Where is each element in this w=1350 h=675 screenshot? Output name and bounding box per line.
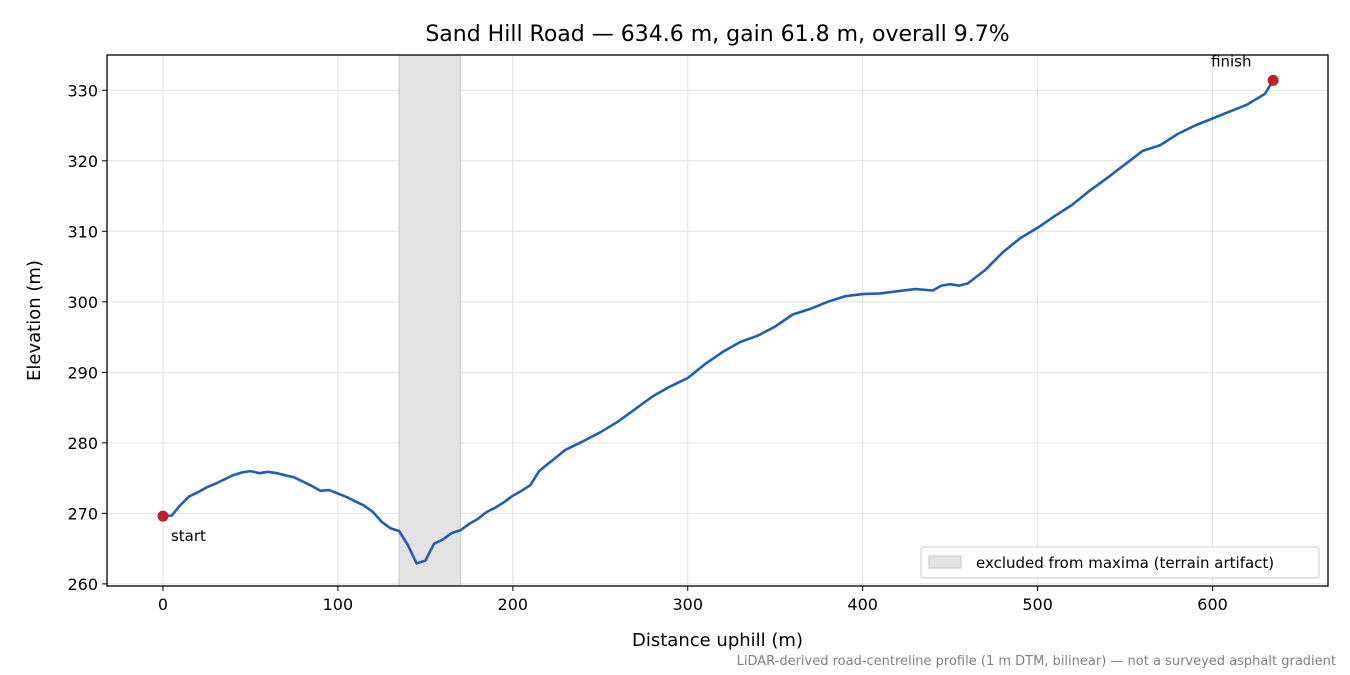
y-tick-label: 270 <box>67 504 98 523</box>
x-tick-label: 100 <box>323 595 354 614</box>
x-tick-label: 600 <box>1197 595 1228 614</box>
legend-swatch <box>928 555 962 569</box>
x-tick-label: 200 <box>498 595 529 614</box>
x-tick-label: 0 <box>158 595 168 614</box>
y-tick-label: 280 <box>67 434 98 453</box>
y-tick-label: 290 <box>67 363 98 382</box>
finish-marker <box>1267 74 1279 86</box>
legend-box <box>920 546 1320 579</box>
start-marker <box>157 510 169 522</box>
y-tick-label: 330 <box>67 81 98 100</box>
y-tick-label: 310 <box>67 222 98 241</box>
y-tick-label: 260 <box>67 575 98 594</box>
excluded-band <box>398 54 461 587</box>
finish-label: finish <box>1211 52 1251 70</box>
y-axis-title: Elevation (m) <box>24 260 45 381</box>
x-axis-title: Distance uphill (m) <box>632 630 803 651</box>
axis-ticks: 0 100 200 300 400 500 600 260 270 280 290 300 310 320… <box>67 81 1227 614</box>
plot-frame <box>106 54 1329 587</box>
footnote: LiDAR-derived road-centreline profile (1… <box>737 654 1336 669</box>
x-tick-label: 300 <box>672 595 703 614</box>
elevation-line <box>161 79 1275 565</box>
y-tick-label: 300 <box>67 293 98 312</box>
x-tick-label: 400 <box>847 595 878 614</box>
legend: excluded from maxima (terrain artifact) <box>920 546 1320 579</box>
grid <box>107 55 1328 586</box>
start-label: start <box>171 527 206 545</box>
chart-title: Sand Hill Road — 634.6 m, gain 61.8 m, o… <box>425 22 1009 47</box>
x-tick-label: 500 <box>1022 595 1053 614</box>
legend-label: excluded from maxima (terrain artifact) <box>976 554 1274 572</box>
y-tick-label: 320 <box>67 152 98 171</box>
